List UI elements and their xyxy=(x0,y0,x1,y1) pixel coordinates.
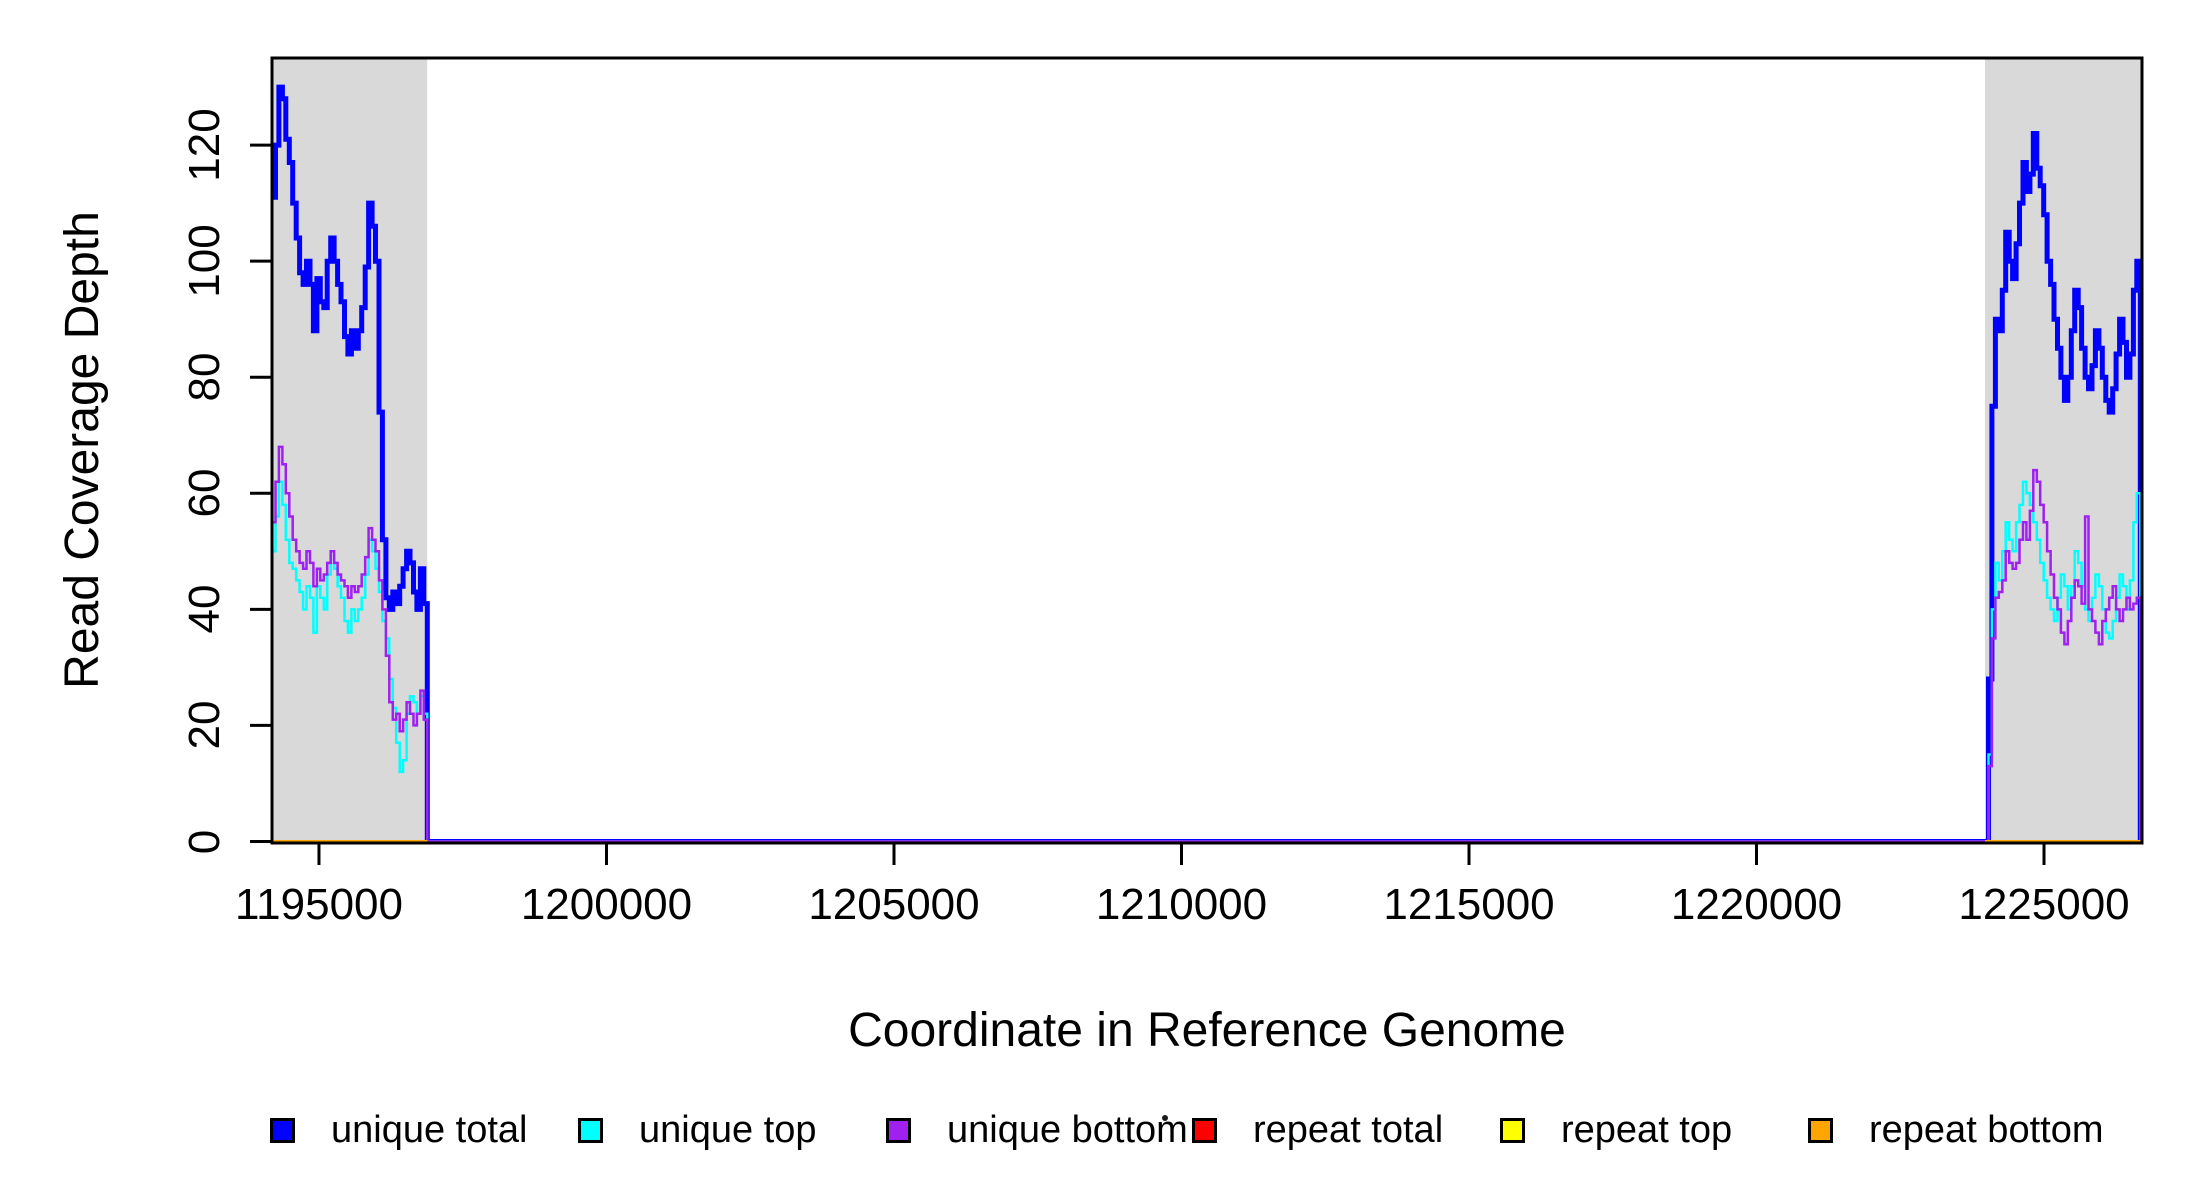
legend-label: repeat bottom xyxy=(1869,1108,2104,1151)
x-tick-label: 1195000 xyxy=(234,880,403,929)
x-tick-label: 1205000 xyxy=(808,880,980,929)
x-tick-label: 1215000 xyxy=(1383,880,1555,929)
legend-label: unique total xyxy=(331,1108,528,1151)
x-tick-label: 1220000 xyxy=(1670,880,1843,929)
legend-label: unique bottom xyxy=(947,1108,1188,1151)
series-unique-top-line xyxy=(272,480,2142,843)
legend-item-repeat-total: repeat total xyxy=(1192,1106,1443,1154)
legend-swatch-icon xyxy=(886,1117,911,1143)
x-axis-title: Coordinate in Reference Genome xyxy=(848,1004,1566,1057)
y-axis-title: Read Coverage Depth xyxy=(56,211,109,689)
shaded-region xyxy=(272,58,428,843)
stray-dot xyxy=(1162,1115,1168,1121)
legend-item-unique-bottom: unique bottom xyxy=(886,1106,1188,1154)
x-tick-label: 1225000 xyxy=(1958,880,2130,929)
x-tick-label: 1200000 xyxy=(520,880,693,929)
legend-label: unique top xyxy=(639,1108,817,1151)
legend-item-unique-total: unique total xyxy=(270,1106,528,1154)
legend-swatch-icon xyxy=(578,1117,603,1143)
x-tick-label: 1210000 xyxy=(1095,880,1268,929)
shaded-region xyxy=(1985,58,2142,843)
legend-swatch-icon xyxy=(1500,1117,1525,1143)
series-unique-bottom-line xyxy=(272,445,2142,843)
legend-swatch-icon xyxy=(1192,1117,1217,1143)
legend-label: repeat top xyxy=(1561,1108,1733,1151)
legend-label: repeat total xyxy=(1253,1108,1444,1151)
legend-swatch-icon xyxy=(1808,1117,1833,1143)
plot-box xyxy=(270,56,2144,845)
legend-item-repeat-bottom: repeat bottom xyxy=(1808,1106,2103,1154)
legend-swatch-icon xyxy=(270,1117,295,1143)
legend-item-repeat-top: repeat top xyxy=(1500,1106,1732,1154)
y-tick-label: 120 xyxy=(180,108,229,182)
series-unique-total-line xyxy=(272,84,2143,844)
legend-item-unique-top: unique top xyxy=(578,1106,817,1154)
